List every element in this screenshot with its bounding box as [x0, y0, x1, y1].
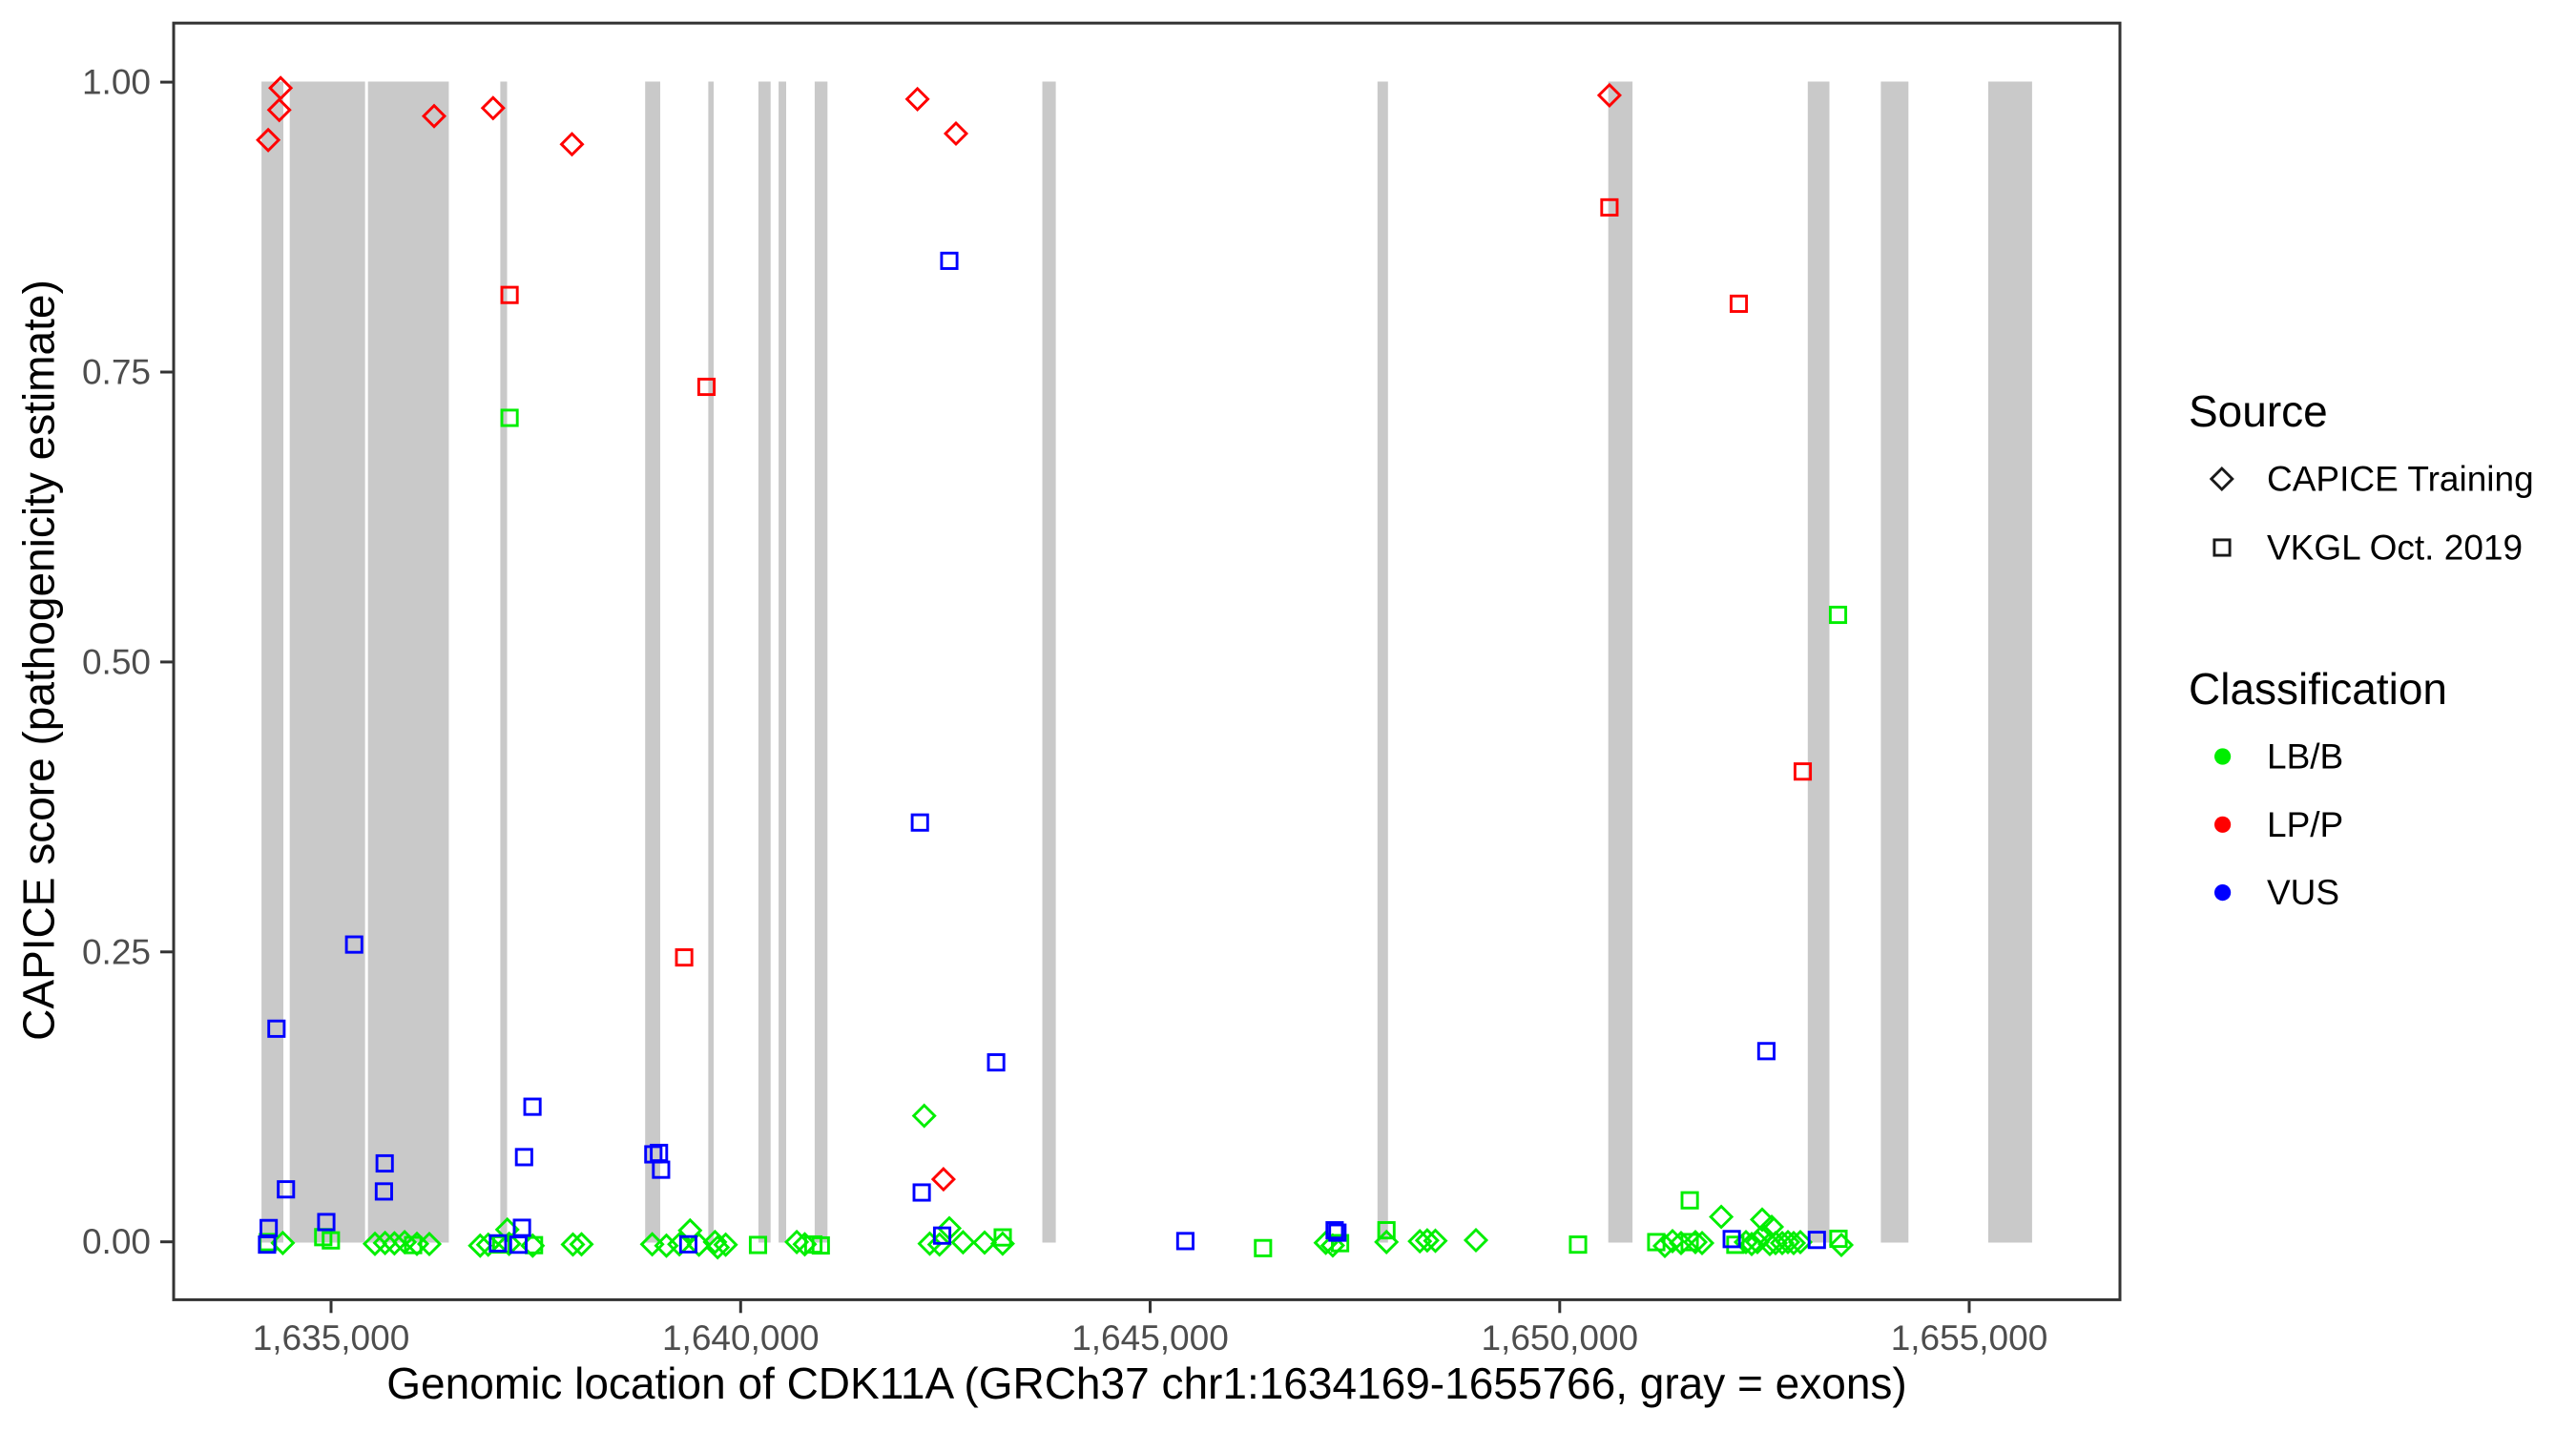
svg-text:Classification: Classification [2189, 664, 2447, 714]
svg-text:VKGL Oct. 2019: VKGL Oct. 2019 [2267, 529, 2523, 568]
svg-text:CAPICE score (pathogenicity es: CAPICE score (pathogenicity estimate) [14, 280, 64, 1041]
svg-text:Source: Source [2189, 386, 2328, 436]
svg-text:1.00: 1.00 [82, 63, 151, 102]
svg-text:1,640,000: 1,640,000 [662, 1318, 820, 1358]
svg-text:0.00: 0.00 [82, 1222, 151, 1261]
svg-text:0.25: 0.25 [82, 932, 151, 971]
svg-text:LP/P: LP/P [2267, 805, 2343, 844]
svg-text:Genomic location of CDK11A (GR: Genomic location of CDK11A (GRCh37 chr1:… [386, 1358, 1906, 1408]
svg-text:0.50: 0.50 [82, 642, 151, 681]
svg-text:1,645,000: 1,645,000 [1071, 1318, 1229, 1358]
svg-text:VUS: VUS [2267, 873, 2339, 912]
svg-text:1,655,000: 1,655,000 [1891, 1318, 2048, 1358]
svg-text:CAPICE Training: CAPICE Training [2267, 460, 2534, 499]
svg-text:0.75: 0.75 [82, 353, 151, 392]
svg-text:1,650,000: 1,650,000 [1481, 1318, 1638, 1358]
svg-text:1,635,000: 1,635,000 [253, 1318, 410, 1358]
svg-text:LB/B: LB/B [2267, 737, 2343, 777]
